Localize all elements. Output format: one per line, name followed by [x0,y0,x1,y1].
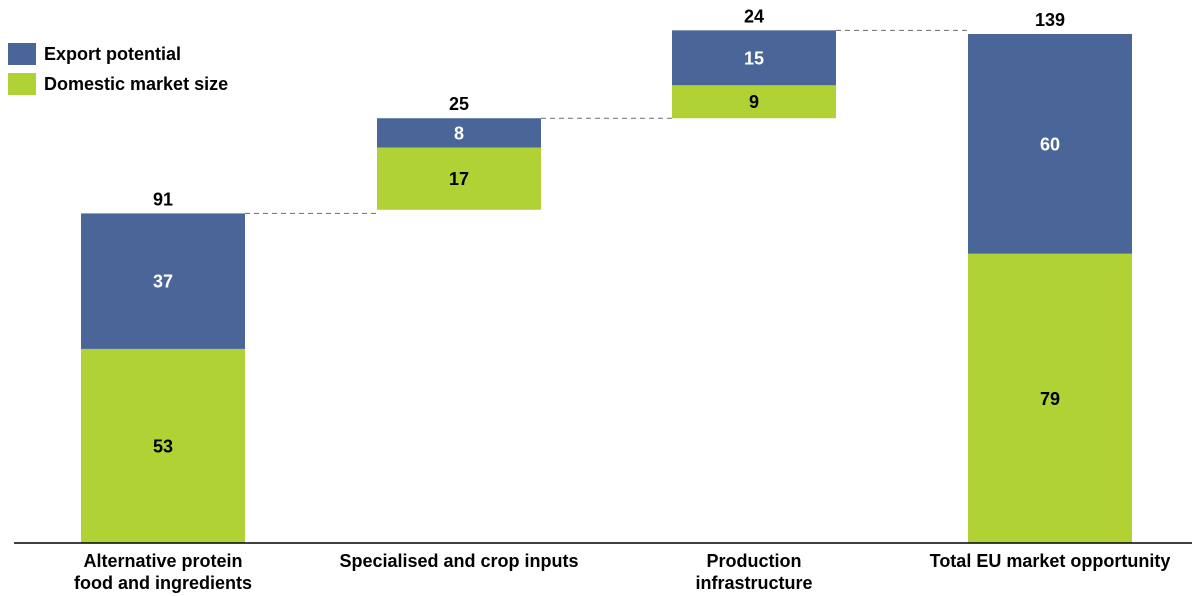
legend-label-domestic-market-size: Domestic market size [44,74,228,94]
total-label-1: 91 [153,189,173,209]
bar-domestic-market-size-3 [672,85,836,119]
bar-export-potential-3 [672,30,836,86]
bar-domestic-market-size-1 [81,348,245,543]
x-tick-label-2: Specialised and crop inputs [339,551,578,571]
data-labels: 53 37 91 17 8 25 9 15 24 79 60 139 [153,6,1065,456]
x-tick-label-1: Alternative protein food and ingredients [74,551,252,593]
legend-swatch-domestic-market-size [8,73,36,95]
x-tick-label-3: Production infrastructure [695,551,812,593]
x-tick-label-4: Total EU market opportunity [930,551,1171,571]
bar-export-potential-4 [968,34,1132,254]
legend: Export potential Domestic market size [8,43,228,95]
total-label-3: 24 [744,6,764,26]
data-label-domestic-market-size-3: 9 [749,92,759,112]
connector-lines [245,29,968,214]
bar-export-potential-2 [377,118,541,148]
data-label-export-potential-1: 37 [153,272,173,292]
legend-label-export-potential: Export potential [44,44,181,64]
data-label-domestic-market-size-2: 17 [449,169,469,189]
total-label-2: 25 [449,94,469,114]
data-label-export-potential-4: 60 [1040,134,1060,154]
legend-swatch-export-potential [8,43,36,65]
bars [81,30,1132,544]
total-label-4: 139 [1035,10,1065,30]
data-label-export-potential-3: 15 [744,48,764,68]
data-label-domestic-market-size-4: 79 [1040,389,1060,409]
bar-export-potential-1 [81,213,245,349]
bar-domestic-market-size-4 [968,253,1132,544]
data-label-domestic-market-size-1: 53 [153,436,173,456]
x-axis-tick-labels: Alternative protein food and ingredients S… [74,551,1170,593]
bar-domestic-market-size-2 [377,147,541,210]
data-label-export-potential-2: 8 [454,123,464,143]
